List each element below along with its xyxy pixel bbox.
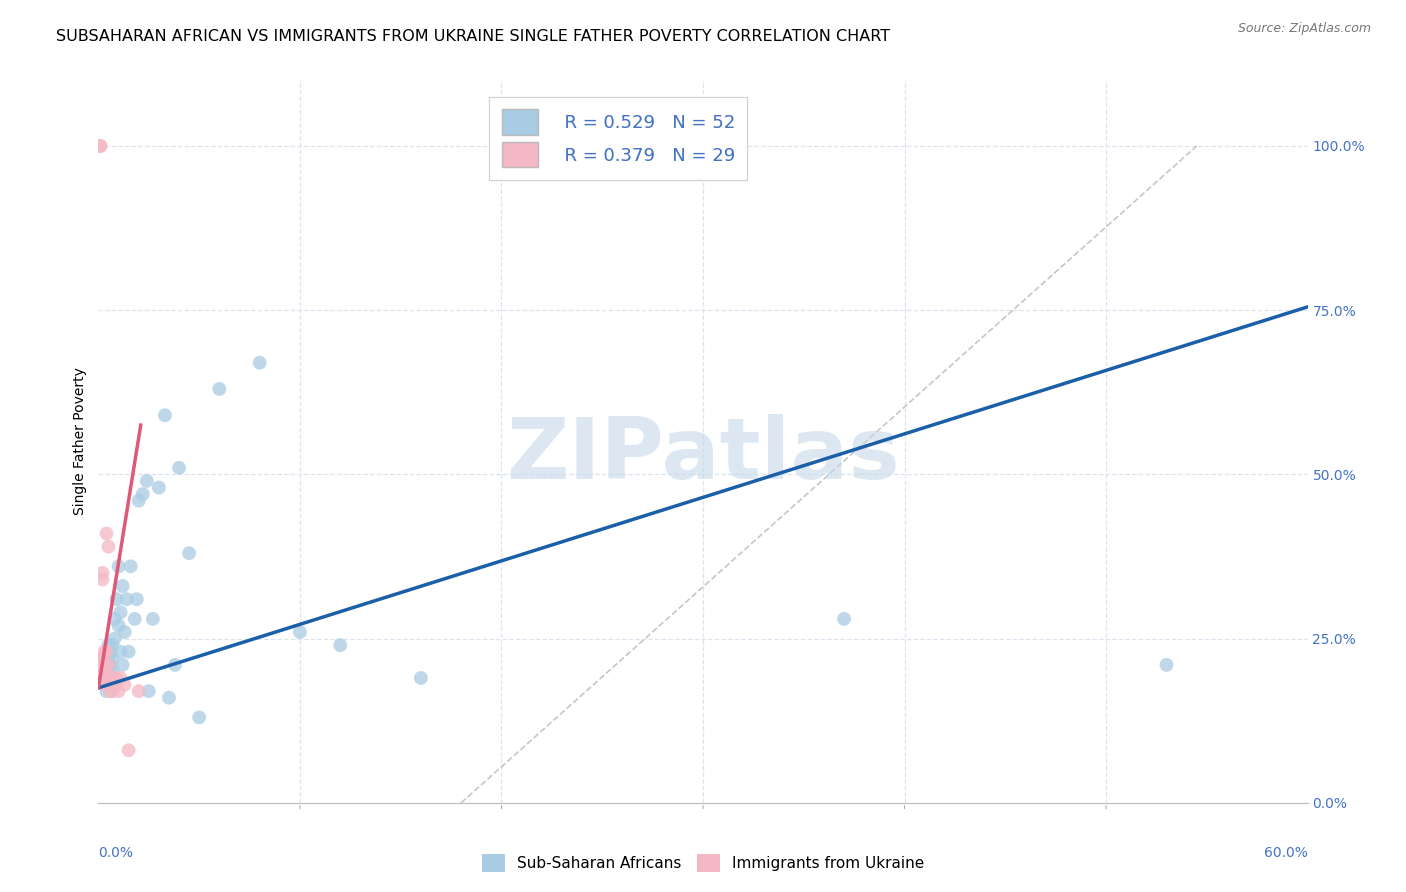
Point: [132, 487, 155, 501]
Point: [103, 612, 125, 626]
Point: [148, 481, 170, 495]
Point: [93, 645, 115, 659]
Point: [100, 645, 122, 659]
Point: [101, 651, 124, 665]
Point: [100, 657, 122, 672]
Text: 0.0%: 0.0%: [98, 847, 134, 860]
Point: [100, 671, 122, 685]
Point: [96, 684, 118, 698]
Point: [125, 592, 148, 607]
Point: [118, 645, 141, 659]
Point: [208, 382, 231, 396]
Point: [91, 657, 114, 672]
Point: [124, 612, 146, 626]
Point: [91, 566, 114, 580]
Point: [89, 665, 111, 679]
Point: [120, 559, 142, 574]
Point: [179, 546, 201, 560]
Point: [114, 677, 136, 691]
Point: [93, 677, 115, 691]
Point: [97, 657, 120, 672]
Point: [105, 671, 128, 685]
Point: [110, 671, 132, 685]
Point: [89, 139, 111, 153]
Text: 60.0%: 60.0%: [1264, 847, 1308, 860]
Point: [103, 632, 125, 646]
Point: [93, 665, 115, 679]
Point: [188, 710, 211, 724]
Legend: Sub-Saharan Africans, Immigrants from Ukraine: Sub-Saharan Africans, Immigrants from Uk…: [474, 846, 932, 880]
Point: [115, 592, 138, 607]
Point: [101, 684, 124, 698]
Point: [329, 638, 352, 652]
Point: [97, 638, 120, 652]
Text: Source: ZipAtlas.com: Source: ZipAtlas.com: [1237, 22, 1371, 36]
Point: [107, 618, 129, 632]
Point: [100, 677, 122, 691]
Point: [91, 665, 114, 679]
Point: [153, 409, 176, 423]
Point: [110, 645, 132, 659]
Point: [89, 657, 111, 672]
Point: [167, 460, 190, 475]
Point: [89, 139, 111, 153]
Point: [101, 671, 124, 685]
Point: [118, 743, 141, 757]
Point: [105, 592, 128, 607]
Point: [107, 559, 129, 574]
Point: [128, 493, 150, 508]
Point: [111, 657, 134, 672]
Point: [96, 645, 118, 659]
Point: [93, 665, 115, 679]
Point: [135, 474, 157, 488]
Point: [96, 645, 118, 659]
Point: [97, 651, 120, 665]
Point: [100, 684, 122, 698]
Text: SUBSAHARAN AFRICAN VS IMMIGRANTS FROM UKRAINE SINGLE FATHER POVERTY CORRELATION : SUBSAHARAN AFRICAN VS IMMIGRANTS FROM UK…: [56, 29, 890, 44]
Point: [96, 526, 118, 541]
Point: [157, 690, 180, 705]
Point: [91, 651, 114, 665]
Point: [1156, 657, 1178, 672]
Point: [114, 625, 136, 640]
Point: [96, 657, 118, 672]
Point: [142, 612, 165, 626]
Point: [96, 665, 118, 679]
Point: [128, 684, 150, 698]
Point: [101, 665, 124, 679]
Text: ZIPatlas: ZIPatlas: [506, 415, 900, 498]
Point: [163, 657, 186, 672]
Point: [288, 625, 311, 640]
Point: [832, 612, 855, 626]
Point: [107, 684, 129, 698]
Legend:   R = 0.529   N = 52,   R = 0.379   N = 29: R = 0.529 N = 52, R = 0.379 N = 29: [489, 96, 748, 180]
Point: [93, 657, 115, 672]
Point: [89, 671, 111, 685]
Point: [249, 356, 271, 370]
Point: [97, 671, 120, 685]
Point: [97, 540, 120, 554]
Point: [111, 579, 134, 593]
Point: [103, 677, 125, 691]
Point: [409, 671, 432, 685]
Point: [110, 605, 132, 619]
Y-axis label: Single Father Poverty: Single Father Poverty: [73, 368, 87, 516]
Point: [91, 665, 114, 679]
Point: [138, 684, 160, 698]
Point: [96, 671, 118, 685]
Point: [91, 573, 114, 587]
Point: [101, 638, 124, 652]
Point: [93, 651, 115, 665]
Point: [93, 671, 115, 685]
